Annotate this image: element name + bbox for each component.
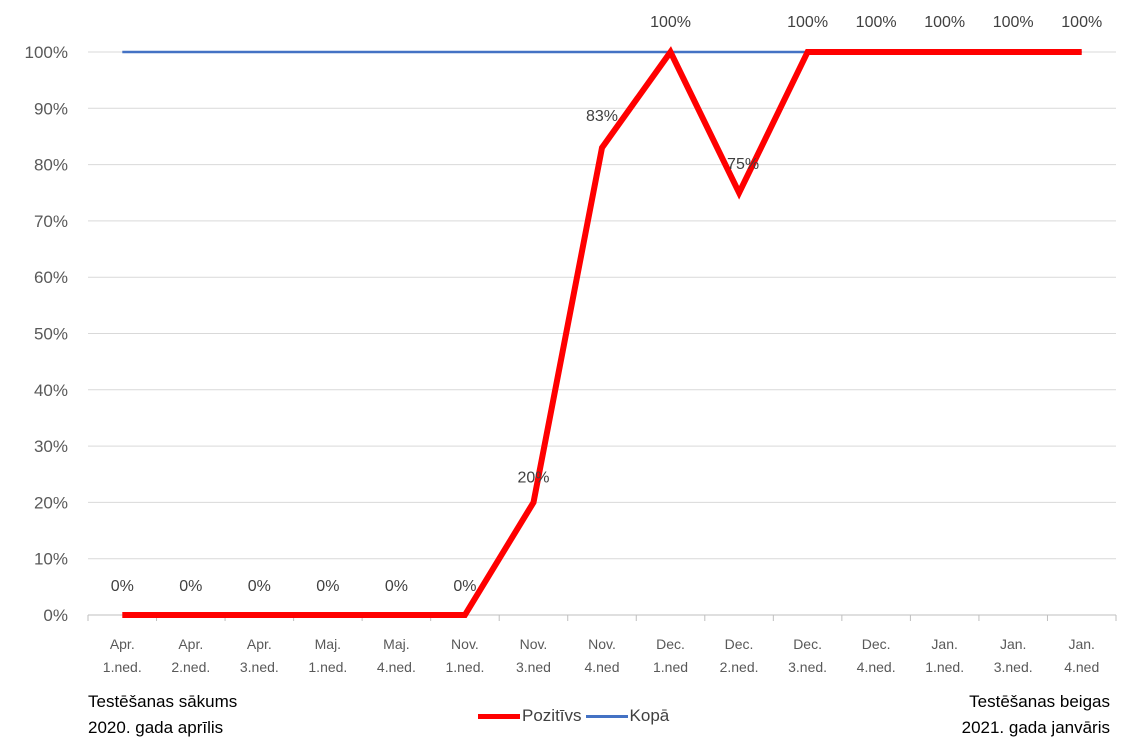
x-tick-label-week: 1.ned <box>653 659 688 675</box>
data-label: 0% <box>111 578 134 595</box>
y-tick-label: 70% <box>34 212 68 231</box>
data-label: 100% <box>856 14 897 31</box>
data-label: 100% <box>993 14 1034 31</box>
data-label: 0% <box>385 578 408 595</box>
data-label: 100% <box>787 14 828 31</box>
y-tick-label: 10% <box>34 550 68 569</box>
data-label: 20% <box>517 469 549 486</box>
y-tick-label: 30% <box>34 437 68 456</box>
x-tick-label-month: Apr. <box>247 636 272 652</box>
x-tick-label-month: Jan. <box>1068 636 1094 652</box>
x-tick-label-month: Apr. <box>178 636 203 652</box>
x-tick-label-month: Nov. <box>520 636 548 652</box>
x-tick-label-week: 4.ned <box>584 659 619 675</box>
testing-end-label: Testēšanas beigas <box>969 692 1110 711</box>
x-tick-label-month: Maj. <box>383 636 409 652</box>
y-tick-label: 90% <box>34 99 68 118</box>
testing-end-note: Testēšanas beigas 2021. gada janvāris <box>962 689 1110 741</box>
data-label: 100% <box>924 14 965 31</box>
series-lines <box>122 46 1082 618</box>
x-tick-label-week: 1.ned. <box>925 659 964 675</box>
y-tick-label: 40% <box>34 381 68 400</box>
x-tick-label-month: Apr. <box>110 636 135 652</box>
x-tick-label-month: Nov. <box>588 636 616 652</box>
legend-item-pozitivs: Pozitīvs <box>478 706 582 726</box>
data-label: 0% <box>248 578 271 595</box>
data-label: 83% <box>586 108 618 125</box>
legend-item-kopa: Kopā <box>585 706 670 726</box>
x-tick-label-week: 1.ned. <box>445 659 484 675</box>
x-tick-label-week: 3.ned. <box>994 659 1033 675</box>
x-tick-label-month: Nov. <box>451 636 479 652</box>
x-tick-label-month: Dec. <box>725 636 754 652</box>
testing-start-label: Testēšanas sākums <box>88 692 238 711</box>
y-tick-label: 0% <box>43 606 68 625</box>
x-tick-label-week: 4.ned. <box>377 659 416 675</box>
x-tick-label-week: 3.ned <box>516 659 551 675</box>
data-label: 75% <box>727 156 759 173</box>
x-tick-label-week: 2.ned. <box>171 659 210 675</box>
legend-label-kopa: Kopā <box>629 706 670 725</box>
line-chart: 0% 10% 20% 30% 40% 50% 60% 70% 80% 90% 100% Apr. 1.… <box>25 14 1117 675</box>
x-tick-label-month: Maj. <box>315 636 341 652</box>
legend-label-pozitivs: Pozitīvs <box>522 706 582 725</box>
x-tick-label-week: 2.ned. <box>720 659 759 675</box>
data-label: 0% <box>179 578 202 595</box>
x-tick-label-month: Dec. <box>656 636 685 652</box>
testing-end-date: 2021. gada janvāris <box>961 718 1110 737</box>
series-line-pozitivs <box>122 46 1082 618</box>
x-tick-label-month: Jan. <box>1000 636 1026 652</box>
x-tick-label-week: 1.ned. <box>103 659 142 675</box>
y-tick-label: 80% <box>34 156 68 175</box>
x-tick-label-week: 3.ned. <box>240 659 279 675</box>
data-label: 100% <box>650 14 691 31</box>
testing-start-note: Testēšanas sākums 2020. gada aprīlis <box>88 689 237 741</box>
y-tick-label: 50% <box>34 325 68 344</box>
y-tick-label: 20% <box>34 493 68 512</box>
x-tick-label-week: 4.ned. <box>857 659 896 675</box>
data-label: 0% <box>453 578 476 595</box>
legend: Pozitīvs Kopā <box>478 706 673 726</box>
x-tick-label-month: Jan. <box>931 636 957 652</box>
y-axis-ticks: 0% 10% 20% 30% 40% 50% 60% 70% 80% 90% 100% <box>25 43 68 625</box>
x-axis-ticks: Apr. 1.ned. Apr. 2.ned. Apr. 3.ned. Maj. 1.ned.… <box>103 636 1099 675</box>
y-tick-label: 100% <box>25 43 68 62</box>
data-labels: 0% 0% 0% 0% 0% 0% 20% 83% 100% 75% 100% 100% 100% 100… <box>111 14 1102 595</box>
data-label: 0% <box>316 578 339 595</box>
x-tick-label-week: 1.ned. <box>308 659 347 675</box>
legend-swatch-pozitivs <box>478 713 520 719</box>
legend-swatch-kopa <box>585 714 628 718</box>
x-tick-label-week: 4.ned <box>1064 659 1099 675</box>
testing-start-date: 2020. gada aprīlis <box>88 718 224 737</box>
data-label: 100% <box>1061 14 1102 31</box>
x-tick-label-month: Dec. <box>862 636 891 652</box>
y-tick-label: 60% <box>34 268 68 287</box>
x-tick-label-month: Dec. <box>793 636 822 652</box>
x-tick-label-week: 3.ned. <box>788 659 827 675</box>
gridlines <box>87 51 1117 621</box>
